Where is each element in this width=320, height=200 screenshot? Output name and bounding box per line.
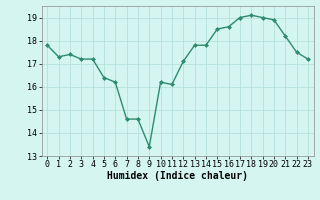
- X-axis label: Humidex (Indice chaleur): Humidex (Indice chaleur): [107, 171, 248, 181]
